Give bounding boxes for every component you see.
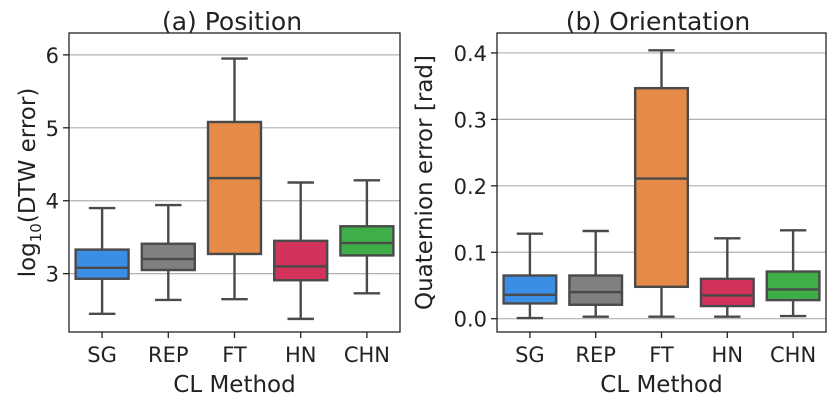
x-tick-label: CHN bbox=[344, 343, 390, 367]
iqr-box bbox=[699, 277, 755, 308]
y-axis-ticks: 3 4 5 6 bbox=[46, 44, 69, 287]
y-tick-label: 3 bbox=[46, 263, 59, 287]
x-tick-label: REP bbox=[575, 343, 616, 367]
iqr-box bbox=[765, 270, 821, 302]
box-hn bbox=[699, 237, 755, 318]
iqr-box bbox=[74, 248, 130, 280]
x-axis-label: CL Method bbox=[600, 372, 722, 398]
x-axis-ticks: SG REP FT HN CHN bbox=[515, 332, 816, 367]
iqr-box bbox=[568, 274, 624, 306]
y-axis-ticks: 0.0 0.1 0.2 0.3 0.4 bbox=[454, 42, 497, 332]
x-axis-label: CL Method bbox=[173, 372, 295, 398]
y-tick-label: 0.3 bbox=[454, 108, 487, 132]
y-axis-label: Quaternion error [rad] bbox=[412, 55, 438, 310]
panel-orientation: 0.0 0.1 0.2 0.3 0.4 SG REP FT HN CHN (b) Orienta… bbox=[412, 7, 827, 398]
box-rep bbox=[568, 229, 624, 318]
y-tick-label: 0.2 bbox=[454, 175, 487, 199]
box-ft bbox=[206, 57, 263, 301]
y-tick-label: 5 bbox=[46, 117, 59, 141]
box-ft bbox=[633, 49, 690, 318]
x-tick-label: REP bbox=[148, 343, 189, 367]
y-axis-label-rest: (DTW error) bbox=[15, 88, 41, 223]
iqr-box bbox=[339, 225, 395, 257]
y-tick-label: 4 bbox=[46, 190, 59, 214]
iqr-box bbox=[633, 86, 690, 289]
iqr-box bbox=[502, 274, 558, 305]
x-axis-ticks: SG REP FT HN CHN bbox=[87, 332, 390, 367]
x-tick-label: FT bbox=[649, 343, 674, 367]
iqr-box bbox=[140, 242, 196, 272]
y-axis-label: log10(DTW error) bbox=[15, 88, 45, 278]
chart-title: (a) Position bbox=[162, 7, 302, 36]
box-sg bbox=[502, 232, 558, 320]
iqr-box bbox=[206, 120, 263, 256]
x-tick-label: HN bbox=[712, 343, 744, 367]
box-series bbox=[502, 49, 821, 320]
x-tick-label: HN bbox=[285, 343, 317, 367]
y-axis-label-subscript: 10 bbox=[27, 223, 45, 242]
x-tick-label: SG bbox=[87, 343, 117, 367]
box-hn bbox=[273, 181, 329, 321]
chart-title: (b) Orientation bbox=[566, 7, 750, 36]
y-tick-label: 0.4 bbox=[454, 42, 487, 66]
panel-position: 3 4 5 6 SG REP FT HN CHN (a) Position CL Method… bbox=[15, 7, 401, 398]
box-series bbox=[74, 57, 395, 321]
x-tick-label: CHN bbox=[770, 343, 816, 367]
iqr-box bbox=[273, 239, 329, 282]
box-rep bbox=[140, 203, 196, 302]
x-tick-label: SG bbox=[515, 343, 545, 367]
y-tick-label: 0.0 bbox=[454, 308, 487, 332]
y-tick-label: 6 bbox=[46, 44, 59, 68]
box-chn bbox=[765, 229, 821, 318]
x-tick-label: FT bbox=[222, 343, 247, 367]
y-tick-label: 0.1 bbox=[454, 241, 487, 265]
box-sg bbox=[74, 206, 130, 315]
y-axis-label-main: log bbox=[15, 242, 41, 277]
box-chn bbox=[339, 179, 395, 295]
